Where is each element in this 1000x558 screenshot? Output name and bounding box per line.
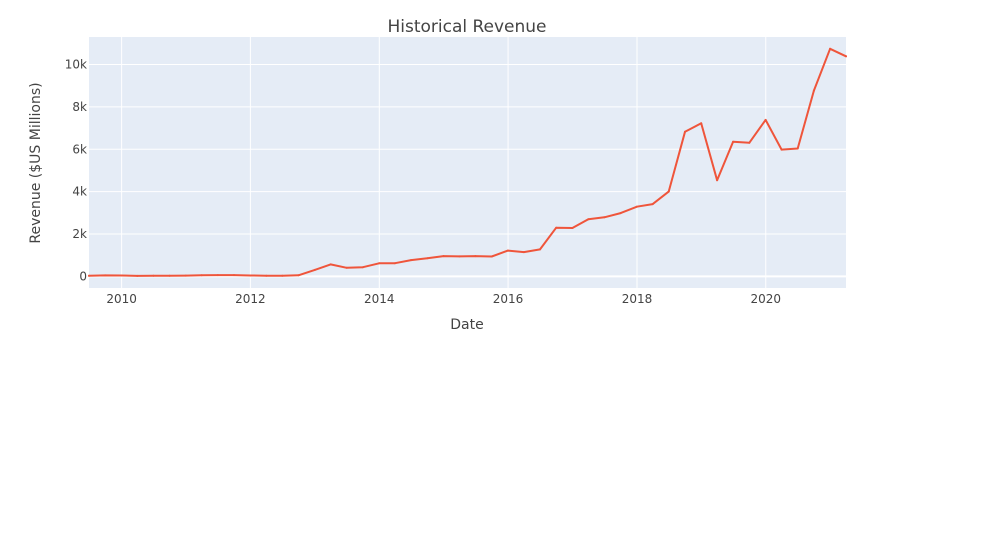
data-point xyxy=(233,274,235,277)
data-point xyxy=(216,274,219,277)
x-tick-label: 2020 xyxy=(750,292,781,306)
data-point xyxy=(522,251,525,254)
data-point xyxy=(651,203,654,206)
x-tick-label: 2010 xyxy=(106,292,137,306)
data-point xyxy=(684,130,686,133)
x-axis-label: Date xyxy=(450,317,483,333)
data-point xyxy=(136,274,139,277)
chart-title: Historical Revenue xyxy=(387,17,546,37)
data-point xyxy=(539,248,541,251)
data-point xyxy=(313,268,316,271)
y-axis-label: Revenue ($US Millions) xyxy=(28,82,44,243)
data-point xyxy=(426,257,429,260)
data-point xyxy=(603,216,606,219)
data-point xyxy=(587,218,590,221)
data-point xyxy=(297,274,300,277)
data-point xyxy=(764,118,767,121)
x-tick-label: 2012 xyxy=(235,292,266,306)
y-axis-ticks: 0 2k 4k 6k 8k 10k xyxy=(65,58,87,284)
y-tick-label: 6k xyxy=(72,142,87,156)
y-tick-label: 2k xyxy=(72,227,87,241)
data-point xyxy=(361,266,364,269)
series-line xyxy=(88,47,847,277)
data-point xyxy=(732,140,735,143)
data-point xyxy=(458,255,461,258)
y-tick-label: 4k xyxy=(72,185,87,199)
y-tick-label: 10k xyxy=(65,58,87,72)
data-point xyxy=(474,255,477,258)
data-point xyxy=(168,274,171,277)
data-point xyxy=(506,249,509,252)
data-point xyxy=(490,255,493,258)
data-point xyxy=(796,147,799,150)
data-point xyxy=(571,227,574,229)
data-point xyxy=(200,274,203,277)
x-axis-ticks: 2010 2012 2014 2016 2018 2020 xyxy=(106,292,781,306)
data-point xyxy=(780,148,783,151)
data-point xyxy=(410,259,413,262)
data-point xyxy=(619,212,622,215)
data-point xyxy=(345,266,348,269)
data-point xyxy=(104,274,107,277)
x-tick-label: 2018 xyxy=(622,292,653,306)
data-point xyxy=(120,274,123,277)
series-layer xyxy=(88,47,847,277)
data-point xyxy=(249,274,252,277)
x-tick-label: 2016 xyxy=(493,292,524,306)
y-tick-label: 0 xyxy=(79,269,87,283)
gridlines xyxy=(89,37,846,288)
data-point xyxy=(281,274,284,277)
data-point xyxy=(635,205,638,208)
data-point xyxy=(716,179,719,182)
data-point xyxy=(184,274,187,277)
data-point xyxy=(265,274,268,277)
y-tick-label: 8k xyxy=(72,100,87,114)
data-point xyxy=(378,262,381,265)
data-point xyxy=(329,263,332,266)
data-point xyxy=(394,262,396,265)
data-point xyxy=(88,274,90,277)
data-point xyxy=(812,89,815,92)
data-point xyxy=(700,122,703,125)
data-point xyxy=(748,141,751,144)
plot-background xyxy=(89,37,846,288)
data-point xyxy=(442,255,445,258)
data-point xyxy=(667,190,670,193)
data-point xyxy=(845,55,847,58)
data-point xyxy=(829,47,832,50)
data-point xyxy=(152,274,155,277)
x-tick-label: 2014 xyxy=(364,292,395,306)
data-point xyxy=(555,226,558,229)
